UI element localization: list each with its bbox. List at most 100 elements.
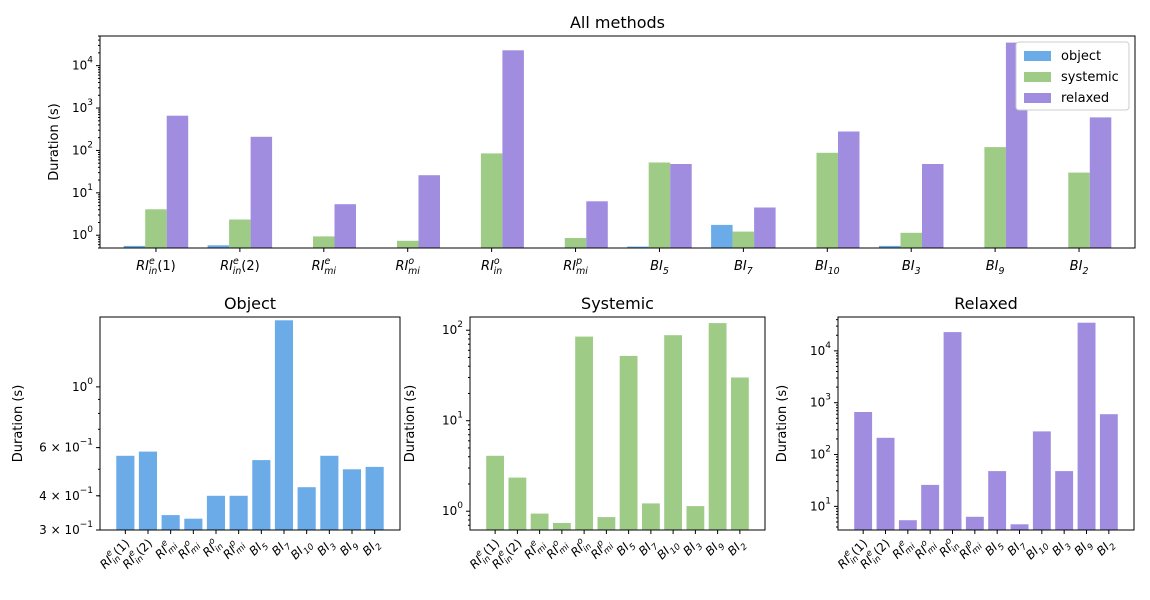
bar-relaxed bbox=[586, 201, 608, 248]
bar-systemic bbox=[530, 513, 549, 530]
bar-object bbox=[161, 515, 180, 530]
legend-swatch-object bbox=[1024, 51, 1051, 61]
bar-relaxed bbox=[1010, 524, 1029, 530]
bar-object bbox=[123, 245, 146, 248]
bar-object bbox=[274, 320, 293, 530]
bar-relaxed bbox=[921, 484, 940, 530]
bar-systemic bbox=[686, 506, 705, 530]
y-tick-label: 100 bbox=[72, 376, 93, 393]
y-tick-label: 104 bbox=[810, 340, 831, 357]
bar-systemic bbox=[145, 209, 167, 248]
bar-systemic bbox=[397, 240, 419, 248]
y-tick-label: 4 × 10−1 bbox=[39, 485, 93, 502]
bar-object bbox=[342, 469, 361, 530]
bar-object bbox=[206, 495, 225, 530]
x-tick-label: RIoin bbox=[198, 535, 226, 563]
bar-systemic bbox=[708, 323, 727, 530]
x-tick-label: BI5 bbox=[982, 536, 1007, 561]
bar-systemic bbox=[553, 523, 571, 530]
plot-frame bbox=[469, 316, 766, 531]
bar-relaxed bbox=[854, 412, 873, 530]
bar-object bbox=[184, 518, 203, 530]
bar-systemic bbox=[480, 153, 503, 248]
chart-title: Relaxed bbox=[954, 294, 1017, 313]
x-tick-label: BI2 bbox=[725, 536, 750, 561]
legend-label-systemic: systemic bbox=[1061, 70, 1119, 85]
bar-relaxed bbox=[876, 437, 895, 530]
y-tick-label: 102 bbox=[810, 444, 831, 461]
bar-systemic bbox=[648, 162, 671, 248]
chart-object: 3 × 10−14 × 10−16 × 10−1100RIein(1)RIein… bbox=[11, 294, 401, 572]
bar-systemic bbox=[984, 147, 1006, 248]
y-axis-label: Duration (s) bbox=[47, 103, 62, 181]
bar-object bbox=[711, 224, 733, 248]
bar-systemic bbox=[575, 336, 593, 530]
y-tick-label: 101 bbox=[442, 410, 463, 427]
bar-systemic bbox=[664, 335, 682, 530]
x-tick-label: BI3 bbox=[902, 259, 921, 277]
chart-title: Object bbox=[224, 294, 276, 313]
bar-object bbox=[297, 487, 316, 530]
bar-relaxed bbox=[965, 516, 984, 530]
x-tick-label: BI2 bbox=[360, 536, 385, 561]
bar-object bbox=[252, 460, 271, 530]
bar-relaxed bbox=[1032, 431, 1051, 530]
y-axis-label: Duration (s) bbox=[403, 385, 418, 463]
chart-systemic: 100101102RIein(1)RIein(2)RIemiRIomiRIoin… bbox=[403, 294, 766, 572]
bar-object bbox=[627, 246, 649, 248]
bar-relaxed bbox=[1099, 414, 1118, 530]
x-tick-label: RIein(1) bbox=[833, 535, 873, 575]
legend-label-relaxed: relaxed bbox=[1061, 91, 1109, 106]
bar-relaxed bbox=[1077, 322, 1096, 530]
bar-relaxed bbox=[943, 332, 962, 530]
x-tick-label: BI3 bbox=[1049, 536, 1074, 561]
legend-label-object: object bbox=[1061, 49, 1101, 64]
x-tick-label: BI10 bbox=[288, 536, 317, 565]
x-tick-label: RIpmi bbox=[219, 534, 249, 564]
x-tick-label: RIpmi bbox=[955, 534, 985, 564]
bar-systemic bbox=[508, 477, 527, 530]
bar-systemic bbox=[900, 232, 922, 248]
bar-relaxed bbox=[418, 175, 440, 248]
bar-relaxed bbox=[988, 471, 1007, 530]
bar-systemic bbox=[732, 231, 755, 248]
x-tick-label: BI7 bbox=[734, 259, 753, 277]
y-tick-label: 103 bbox=[72, 98, 93, 115]
bar-relaxed bbox=[838, 131, 860, 248]
y-tick-label: 100 bbox=[442, 501, 463, 518]
chart-all-methods: 100 101 102 103 104 RIe in(1) RIe in(2) RIe mi RIo m… bbox=[47, 13, 1136, 277]
bar-systemic bbox=[731, 377, 749, 530]
x-tick-label: BI9 bbox=[1072, 536, 1097, 561]
chart-relaxed: 101102103104RIein(1)RIein(2)RIemiRIomiRI… bbox=[775, 294, 1135, 575]
x-tick-label: BI10 bbox=[815, 259, 840, 277]
bar-object bbox=[207, 245, 230, 248]
chart-title: Systemic bbox=[581, 294, 654, 313]
bar-relaxed bbox=[1089, 117, 1112, 249]
x-tick-label: BI9 bbox=[337, 536, 362, 561]
bar-object bbox=[229, 495, 248, 530]
bar-systemic bbox=[597, 517, 616, 530]
bar-systemic bbox=[816, 152, 838, 248]
x-tick-label: BI3 bbox=[314, 536, 339, 561]
bar-systemic bbox=[229, 219, 251, 248]
bar-relaxed bbox=[250, 136, 273, 248]
y-tick-label: 102 bbox=[442, 320, 463, 337]
bar-systemic bbox=[619, 355, 638, 530]
bar-relaxed bbox=[754, 207, 776, 248]
x-tick-label: RIemi bbox=[888, 534, 918, 564]
y-tick-label: 103 bbox=[810, 392, 831, 409]
y-tick-label: 101 bbox=[810, 496, 831, 513]
bar-relaxed bbox=[1055, 471, 1074, 530]
y-tick-label: 100 bbox=[72, 225, 93, 242]
plot-frame bbox=[99, 35, 1136, 249]
y-tick-label: 101 bbox=[72, 182, 93, 199]
y-tick-label: 102 bbox=[72, 140, 93, 157]
x-tick-label: BI5 bbox=[246, 536, 271, 561]
legend-swatch-systemic bbox=[1024, 72, 1051, 82]
